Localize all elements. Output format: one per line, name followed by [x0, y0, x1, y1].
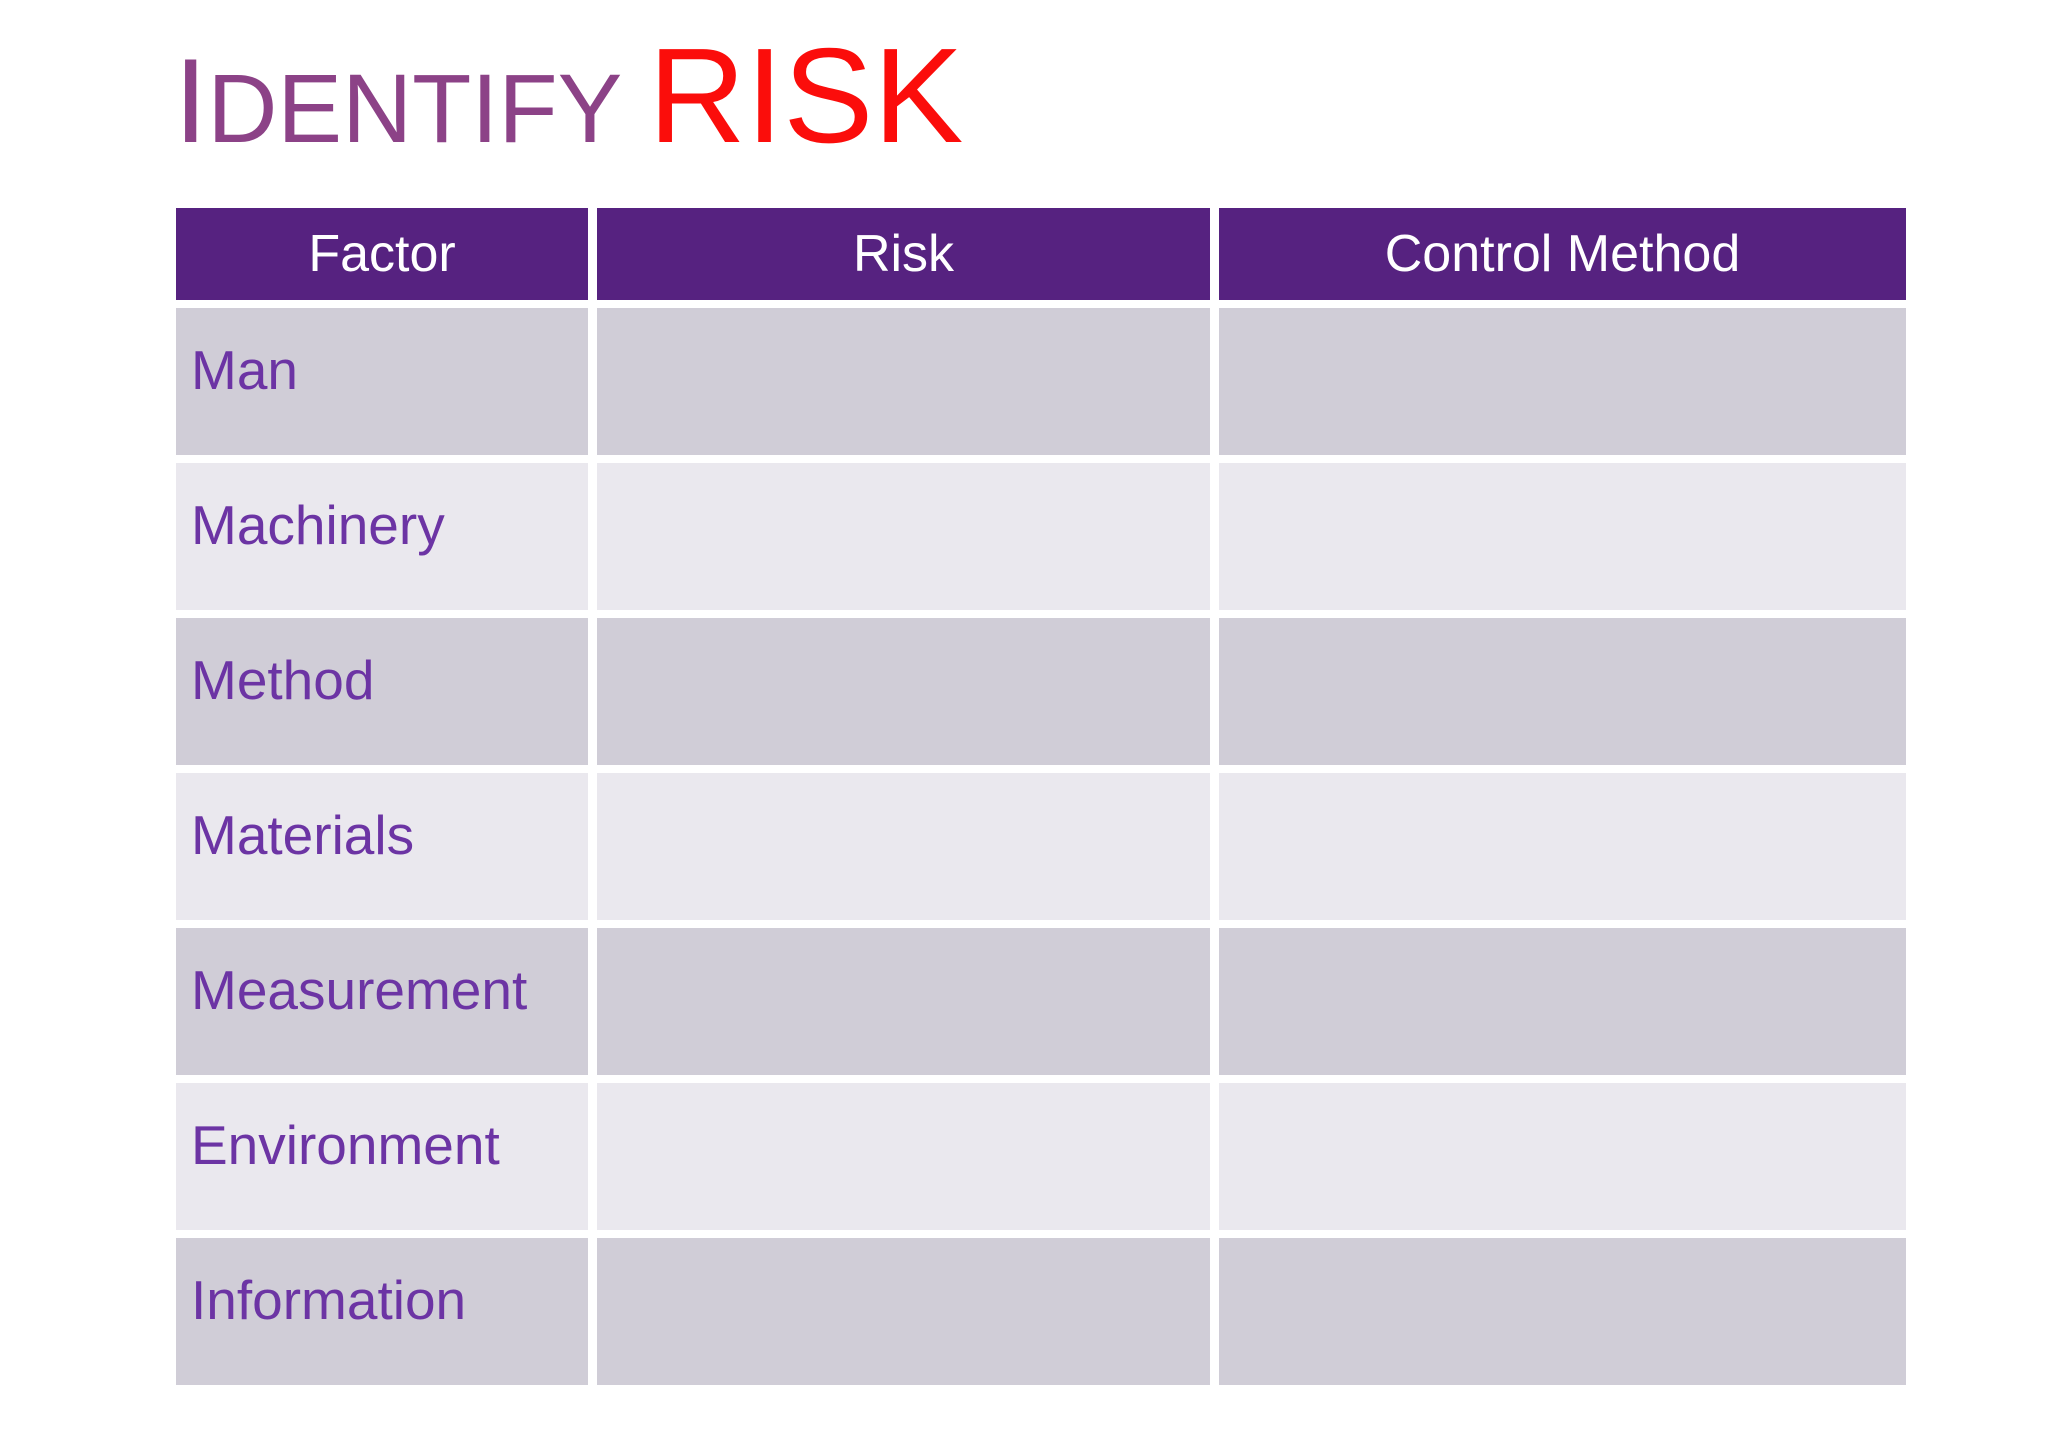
risk-cell-materials: [597, 773, 1210, 920]
title-identify-lead-cap: I: [174, 34, 208, 168]
title-identify: IDENTIFY: [174, 41, 622, 161]
column-header-risk: Risk: [597, 208, 1210, 300]
control-method-cell-measurement: [1219, 928, 1906, 1075]
risk-cell-man: [597, 308, 1210, 455]
column-header-control-method: Control Method: [1219, 208, 1906, 300]
factor-cell-materials: Materials: [176, 773, 588, 920]
risk-cell-information: [597, 1238, 1210, 1385]
risk-cell-measurement: [597, 928, 1210, 1075]
control-method-cell-machinery: [1219, 463, 1906, 610]
title-identify-rest: DENTIFY: [207, 54, 623, 163]
control-method-cell-method: [1219, 618, 1906, 765]
risk-cell-method: [597, 618, 1210, 765]
factor-cell-information: Information: [176, 1238, 588, 1385]
risk-cell-machinery: [597, 463, 1210, 610]
control-method-cell-information: [1219, 1238, 1906, 1385]
page-title: IDENTIFY RISK: [174, 28, 963, 163]
factor-cell-method: Method: [176, 618, 588, 765]
risk-identification-table: Factor Risk Control Method Man Machinery…: [176, 208, 1906, 1385]
factor-cell-measurement: Measurement: [176, 928, 588, 1075]
factor-cell-machinery: Machinery: [176, 463, 588, 610]
title-risk: RISK: [648, 20, 964, 171]
factor-cell-man: Man: [176, 308, 588, 455]
risk-cell-environment: [597, 1083, 1210, 1230]
control-method-cell-environment: [1219, 1083, 1906, 1230]
control-method-cell-materials: [1219, 773, 1906, 920]
factor-cell-environment: Environment: [176, 1083, 588, 1230]
control-method-cell-man: [1219, 308, 1906, 455]
column-header-factor: Factor: [176, 208, 588, 300]
